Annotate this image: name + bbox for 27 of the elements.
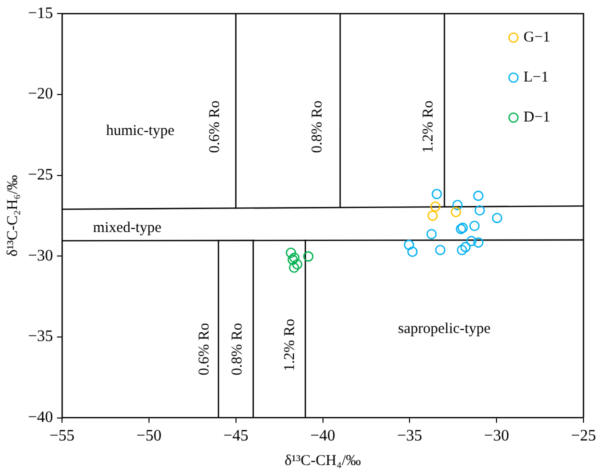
x-tick-label: −30 [484, 428, 510, 445]
annotation: mixed-type [93, 220, 162, 236]
y-tick-label: −30 [28, 247, 54, 264]
annotation: 1.2% Ro [420, 100, 437, 154]
y-tick-label: −25 [28, 166, 54, 184]
annotation: 0.6% Ro [206, 100, 223, 154]
y-tick-label: −20 [28, 86, 54, 103]
x-tick-label: −40 [310, 428, 336, 445]
y-tick-label: −35 [28, 328, 54, 346]
legend-label: G−1 [523, 30, 550, 46]
x-axis-title: δ¹³C-CH₄/‰ [284, 452, 361, 469]
x-tick-label: −45 [223, 428, 248, 445]
annotation: 1.2% Ro [282, 318, 298, 372]
annotation: 0.6% Ro [196, 322, 212, 376]
legend-label: D−1 [523, 110, 550, 126]
y-axis-title: δ¹³C-C₂H₆/‰ [4, 174, 21, 256]
annotation: humic-type [106, 122, 175, 139]
x-tick-label: −25 [570, 428, 596, 445]
x-tick-label: −50 [136, 428, 162, 445]
annotation: 0.8% Ro [230, 322, 246, 376]
x-tick-label: −35 [397, 428, 422, 445]
y-tick-label: −15 [28, 4, 54, 22]
y-tick-label: −40 [28, 409, 54, 426]
annotation: 0.8% Ro [309, 100, 326, 154]
annotation: sapropelic-type [398, 320, 491, 337]
x-tick-label: −55 [50, 428, 75, 445]
legend-label: L−1 [523, 70, 549, 86]
